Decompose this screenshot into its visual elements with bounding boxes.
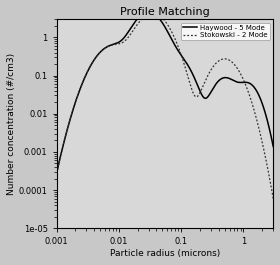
Haywood - 5 Mode: [244, 81, 248, 84]
Haywood - 5 Mode: [272, 145, 275, 148]
X-axis label: Particle radius (microns): Particle radius (microns): [110, 249, 220, 258]
Haywood - 5 Mode: [147, 11, 150, 14]
Haywood - 5 Mode: [92, 58, 96, 61]
Stokowski - 2 Mode: [55, 171, 58, 175]
Title: Profile Matching: Profile Matching: [120, 7, 210, 17]
Legend: Haywood - 5 Mode, Stokowski - 2 Mode: Haywood - 5 Mode, Stokowski - 2 Mode: [181, 23, 270, 40]
Stokowski - 2 Mode: [80, 84, 83, 87]
Haywood - 5 Mode: [267, 126, 271, 129]
Stokowski - 2 Mode: [151, 12, 154, 15]
Stokowski - 2 Mode: [244, 83, 248, 87]
Haywood - 5 Mode: [138, 15, 141, 18]
Stokowski - 2 Mode: [138, 20, 141, 23]
Haywood - 5 Mode: [80, 84, 83, 87]
Line: Haywood - 5 Mode: Haywood - 5 Mode: [57, 12, 273, 173]
Haywood - 5 Mode: [148, 11, 151, 14]
Line: Stokowski - 2 Mode: Stokowski - 2 Mode: [57, 13, 273, 198]
Y-axis label: Number concentration (#/cm3): Number concentration (#/cm3): [7, 53, 16, 195]
Haywood - 5 Mode: [55, 171, 58, 175]
Stokowski - 2 Mode: [92, 58, 96, 61]
Stokowski - 2 Mode: [147, 12, 151, 16]
Stokowski - 2 Mode: [267, 174, 271, 177]
Stokowski - 2 Mode: [272, 197, 275, 200]
